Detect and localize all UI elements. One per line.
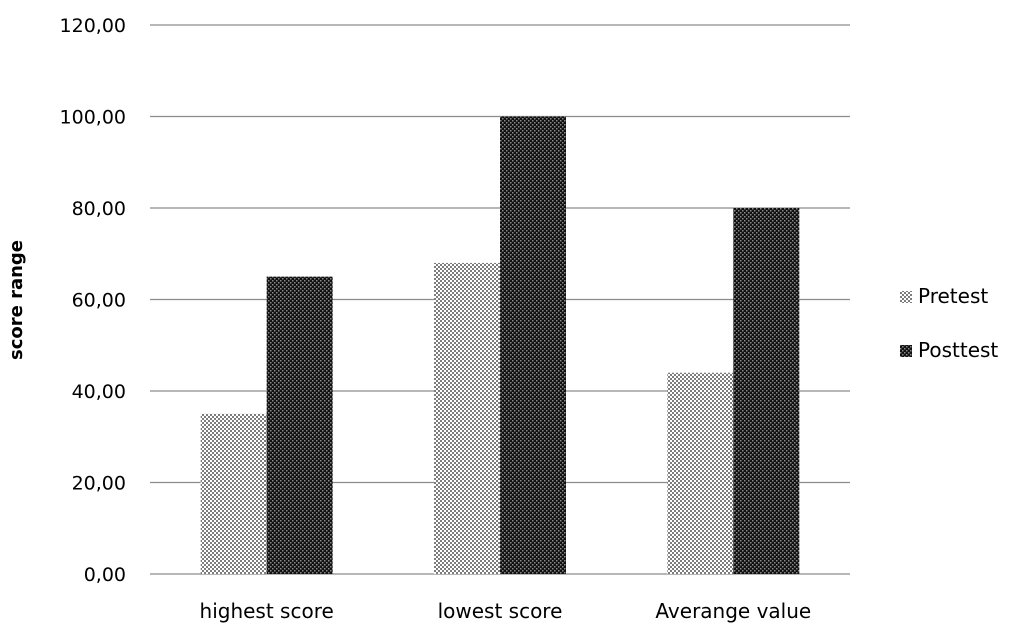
bar-posttest-0: [266, 276, 333, 574]
legend-swatch-pretest: [900, 291, 912, 303]
y-tick-label: 100,00: [60, 107, 126, 129]
legend-swatch-posttest: [900, 345, 912, 357]
legend: Pretest Posttest: [900, 284, 998, 362]
x-tick-label: Averange value: [655, 599, 811, 623]
x-tick-label: lowest score: [438, 599, 563, 623]
x-tick-label: highest score: [200, 599, 334, 623]
bar-pretest-2: [667, 372, 734, 574]
bar-posttest-2: [733, 208, 800, 574]
legend-label-posttest: Posttest: [918, 338, 998, 362]
y-tick-label: 40,00: [72, 381, 126, 403]
y-tick-label: 120,00: [60, 15, 126, 37]
axes: 0,00 20,00 40,00 60,00 80,00 100,00 120,00 high…: [60, 15, 812, 623]
y-tick-label: 60,00: [72, 290, 126, 312]
bar-pretest-0: [200, 413, 267, 574]
y-axis-title: score range: [6, 240, 27, 360]
bars: [200, 116, 800, 574]
y-tick-label: 80,00: [72, 198, 126, 220]
bar-pretest-1: [434, 262, 500, 574]
legend-label-pretest: Pretest: [918, 284, 988, 308]
y-tick-label: 20,00: [72, 473, 126, 495]
y-tick-label: 0,00: [84, 564, 126, 586]
bar-posttest-1: [500, 116, 566, 574]
